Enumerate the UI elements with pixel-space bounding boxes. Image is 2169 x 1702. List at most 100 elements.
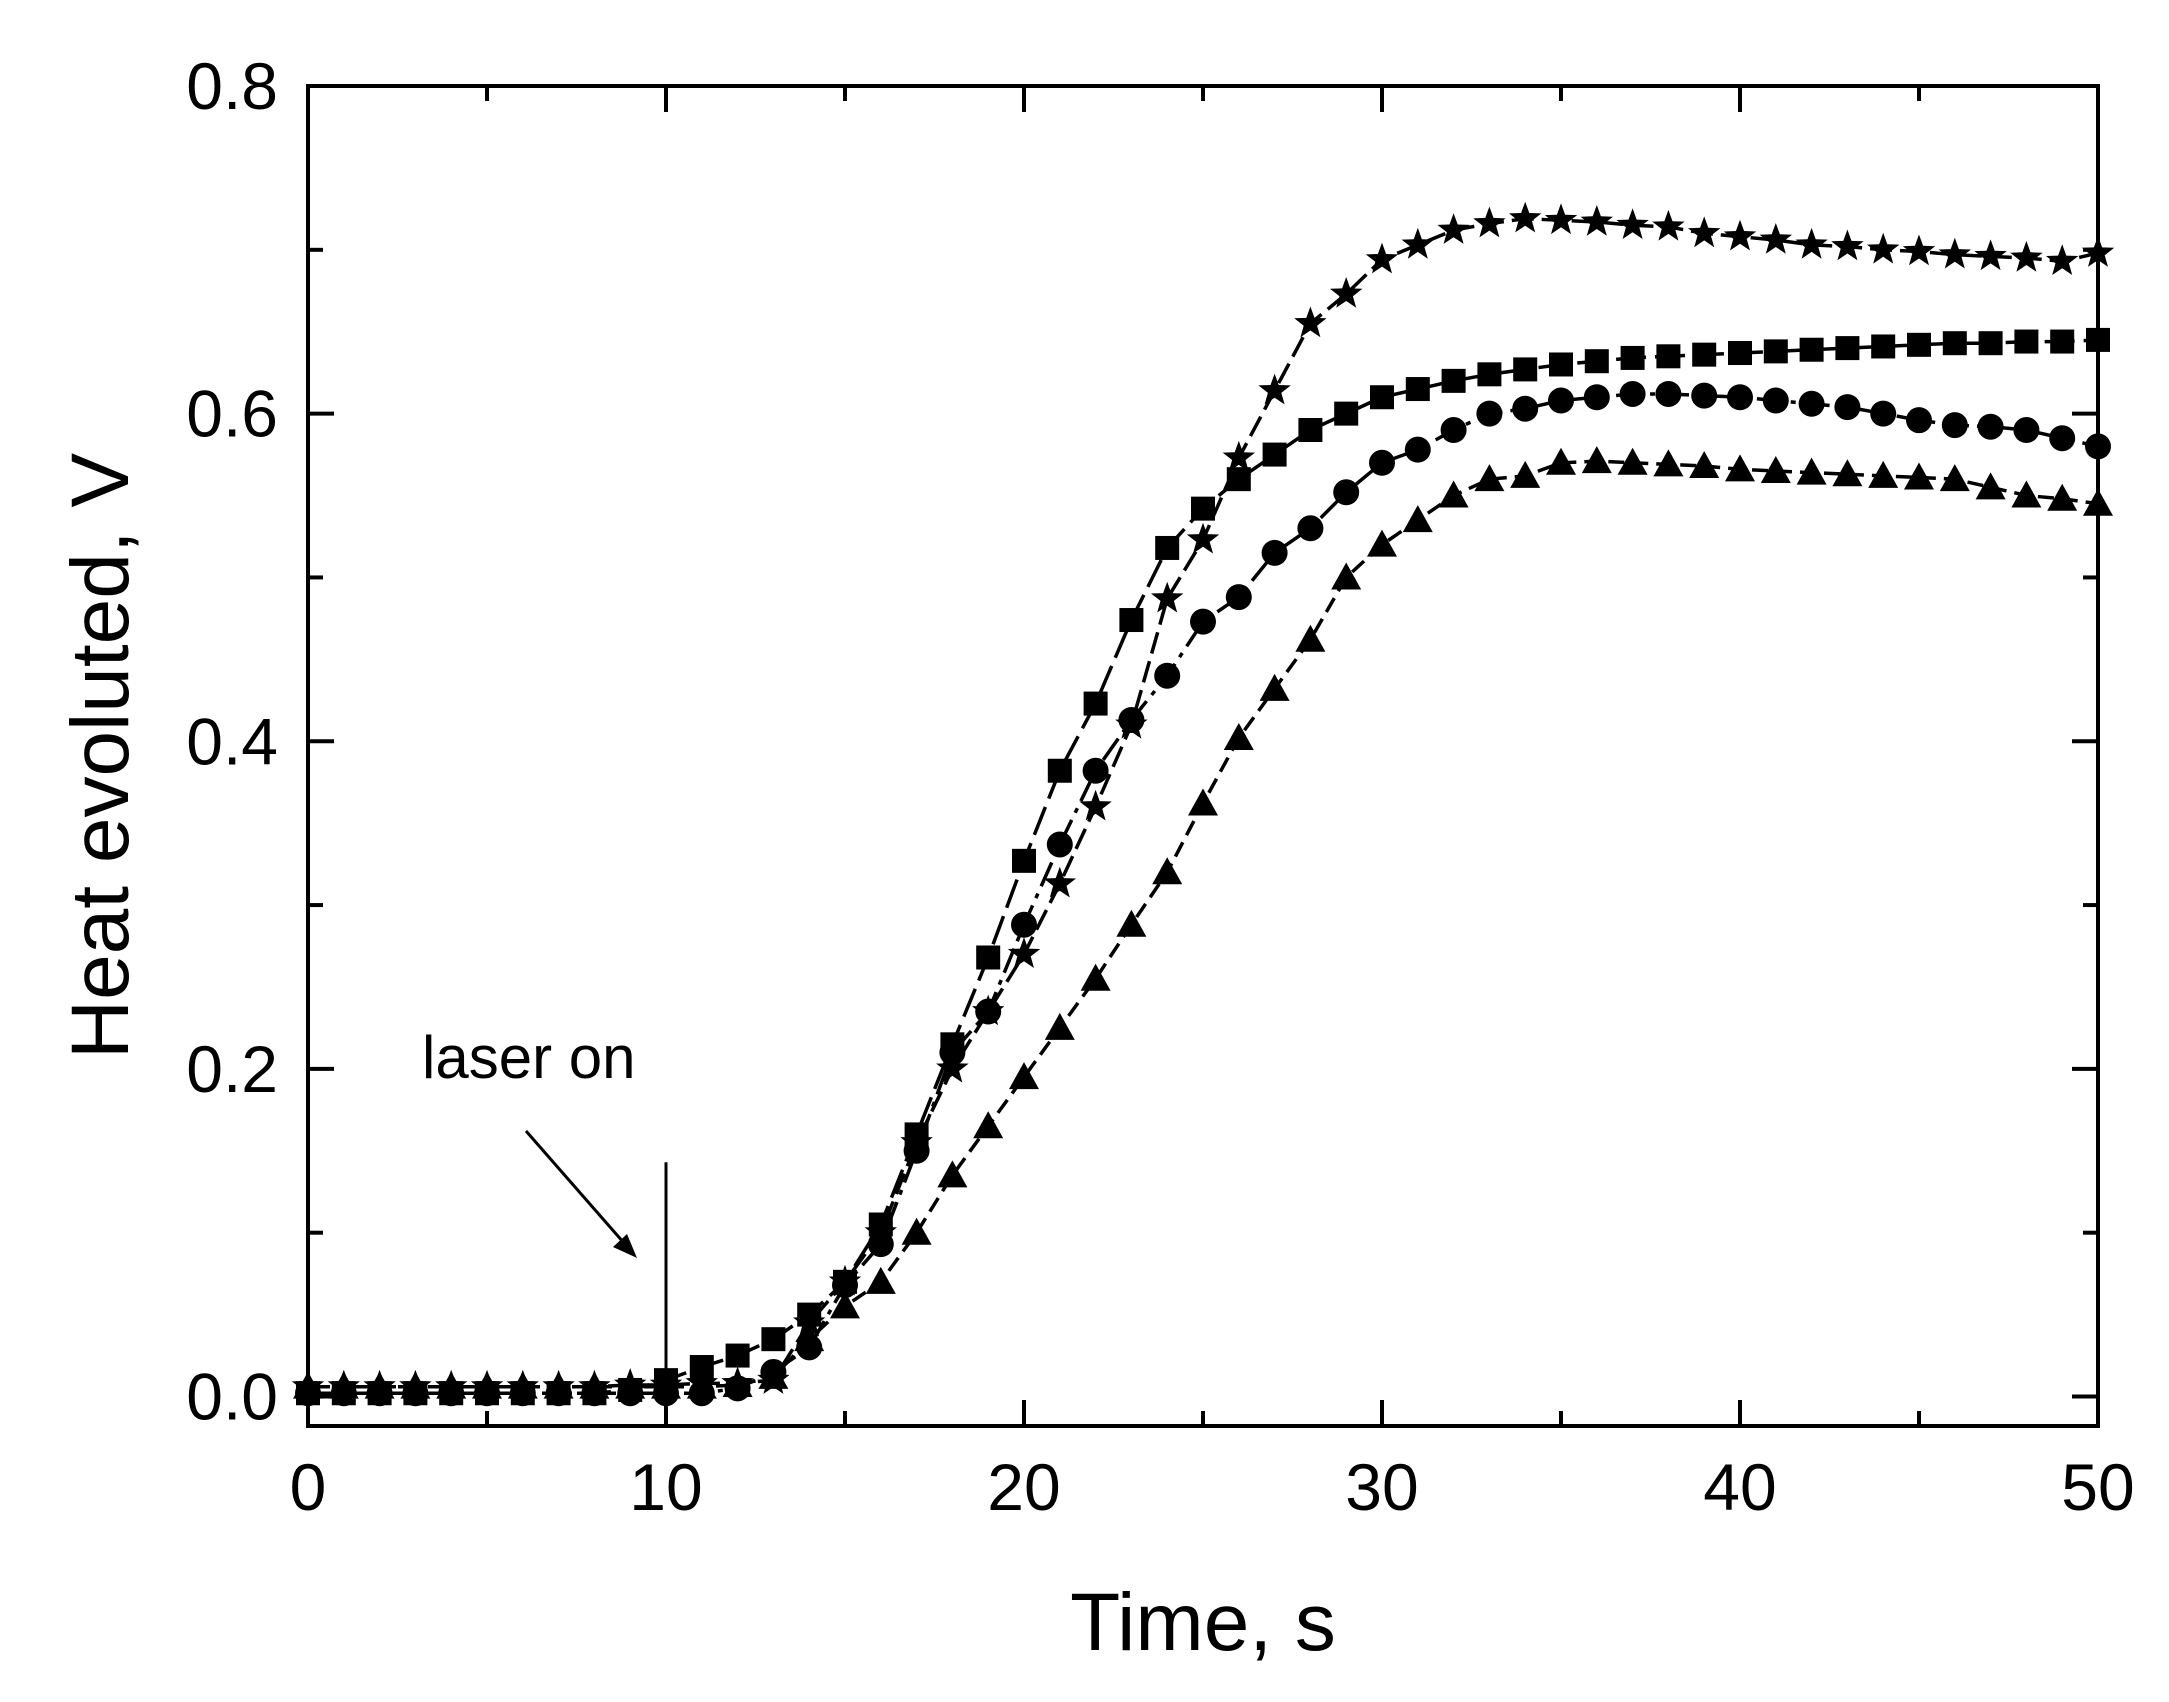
data-point-triangle xyxy=(1188,788,1218,816)
data-point-star xyxy=(1401,227,1434,259)
data-point-circle xyxy=(2013,417,2040,444)
data-point-triangle xyxy=(1080,963,1111,991)
data-point-star xyxy=(1723,219,1757,251)
data-point-star xyxy=(1330,277,1363,308)
data-point-circle xyxy=(1476,400,1503,427)
series-layer xyxy=(291,201,2115,1407)
data-point-circle xyxy=(1798,390,1825,417)
data-point-triangle xyxy=(1510,460,1541,488)
data-point-star xyxy=(1294,306,1327,338)
data-point-circle xyxy=(1655,380,1682,407)
data-point-triangle xyxy=(364,1371,395,1399)
data-point-circle xyxy=(1512,395,1539,422)
data-point-square xyxy=(2050,329,2075,354)
data-point-square xyxy=(1549,352,1573,377)
data-point-triangle xyxy=(1725,454,1755,482)
data-point-triangle xyxy=(1546,447,1576,475)
data-point-square xyxy=(1799,337,1824,362)
data-point-circle xyxy=(1941,412,1968,439)
x-tick-label: 0 xyxy=(290,1450,327,1524)
data-point-triangle xyxy=(1367,529,1397,557)
plot-frame xyxy=(306,84,2100,1428)
data-point-star xyxy=(1007,937,1041,968)
data-point-triangle xyxy=(794,1324,825,1352)
data-point-square xyxy=(1047,758,1072,783)
data-point-triangle xyxy=(686,1371,717,1399)
data-point-square xyxy=(1298,418,1323,443)
data-point-triangle xyxy=(1904,462,1934,490)
data-point-triangle xyxy=(901,1217,932,1245)
data-point-triangle xyxy=(579,1371,610,1399)
data-point-star xyxy=(1437,213,1470,244)
data-point-triangle xyxy=(1044,1012,1075,1040)
data-point-star xyxy=(1043,866,1076,898)
y-tick-label: 0.2 xyxy=(186,1032,278,1106)
data-point-square xyxy=(1334,401,1359,426)
data-point-triangle xyxy=(436,1371,467,1399)
data-point-circle xyxy=(1691,382,1718,409)
axes-layer: 0 10 20 30 40 50 0.0 0.2 0.4 0.6 0.8 xyxy=(186,49,2134,1524)
data-point-triangle xyxy=(1796,457,1827,485)
data-point-star xyxy=(1616,208,1649,239)
data-point-star xyxy=(1151,581,1184,613)
y-tick-label: 0.6 xyxy=(186,377,278,451)
data-point-square xyxy=(1692,342,1717,367)
y-tick-label: 0.4 xyxy=(186,704,278,778)
data-point-circle xyxy=(1834,394,1861,421)
data-point-circle xyxy=(2049,425,2076,452)
data-point-star xyxy=(1365,242,1399,274)
data-point-circle xyxy=(1333,479,1360,506)
data-point-square xyxy=(1942,331,1967,356)
data-point-square xyxy=(1083,691,1108,716)
data-point-triangle xyxy=(1581,446,1612,474)
data-point-circle xyxy=(1404,436,1431,463)
annotation-arrow-head xyxy=(613,1234,637,1258)
x-tick-label: 50 xyxy=(2061,1450,2134,1524)
x-axis-title: Time, s xyxy=(1070,1577,1336,1668)
data-point-circle xyxy=(1727,384,1753,411)
annotation-layer: laser on xyxy=(422,1024,668,1397)
data-point-circle xyxy=(1082,757,1109,784)
data-point-square xyxy=(1477,362,1502,387)
data-point-triangle xyxy=(328,1371,359,1399)
data-point-square xyxy=(1441,368,1466,393)
data-point-star xyxy=(1079,789,1112,821)
data-point-triangle xyxy=(1617,447,1648,475)
data-point-triangle xyxy=(722,1370,753,1398)
data-point-circle xyxy=(1369,449,1395,476)
y-axis-title: Heat evoluted, V xyxy=(55,453,146,1060)
series-triangles xyxy=(293,446,2113,1399)
data-point-triangle xyxy=(758,1361,789,1389)
data-point-circle xyxy=(1225,584,1252,611)
data-point-circle xyxy=(1870,400,1897,427)
data-point-triangle xyxy=(1975,472,2006,500)
x-tick-label: 30 xyxy=(1345,1450,1418,1524)
data-point-star xyxy=(1795,227,1828,259)
data-point-circle xyxy=(1011,911,1037,938)
data-point-circle xyxy=(1619,380,1646,407)
data-point-square xyxy=(1835,336,1860,361)
data-point-square xyxy=(761,1327,786,1352)
data-point-star xyxy=(1186,522,1220,554)
data-point-triangle xyxy=(1116,909,1147,937)
annotation-laser-on: laser on xyxy=(422,1024,635,1091)
x-tick-label: 10 xyxy=(629,1450,702,1524)
data-point-circle xyxy=(1261,539,1288,566)
data-point-circle xyxy=(1154,662,1181,689)
y-tick-label: 0.8 xyxy=(186,49,278,123)
data-point-circle xyxy=(1046,831,1073,858)
data-point-triangle xyxy=(865,1266,896,1294)
data-point-square xyxy=(725,1343,750,1368)
data-point-triangle xyxy=(1331,562,1362,590)
data-point-square xyxy=(1728,341,1752,366)
data-point-star xyxy=(900,1125,933,1157)
data-point-star xyxy=(1974,239,2007,271)
data-point-triangle xyxy=(1832,459,1863,487)
data-point-star xyxy=(2046,244,2079,275)
data-point-star xyxy=(1222,440,1255,472)
data-point-star xyxy=(1652,209,1685,241)
data-point-star xyxy=(1509,201,1542,233)
data-point-star xyxy=(1688,216,1721,248)
data-point-square xyxy=(1584,349,1609,374)
